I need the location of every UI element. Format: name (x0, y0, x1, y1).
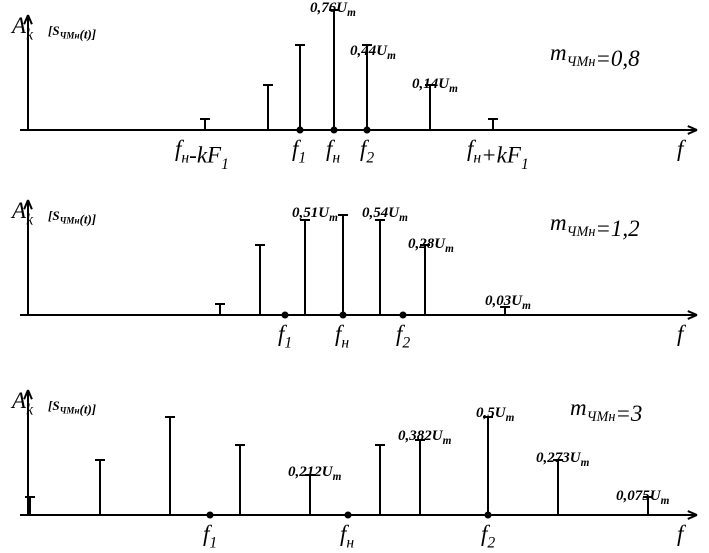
svg-text:f1: f1 (292, 136, 306, 166)
svg-text:mЧМн=0,8: mЧМн=0,8 (550, 40, 640, 71)
svg-text:Ak: Ak (10, 13, 34, 43)
svg-text:mЧМн=3: mЧМн=3 (570, 395, 642, 426)
svg-text:f: f (677, 321, 687, 346)
svg-text:0,382Um: 0,382Um (398, 428, 452, 447)
svg-text:0,28Um: 0,28Um (408, 236, 454, 255)
svg-text:0,273Um: 0,273Um (536, 450, 590, 469)
spectrum-figure: Ak [SЧМн(t)] f mЧМн=0,8 0,44Um 0,76Um 0,14Um fн… (0, 0, 709, 553)
svg-text:f2: f2 (481, 521, 495, 551)
svg-text:Ak: Ak (10, 198, 34, 228)
svg-text:[SЧМн(t)]: [SЧМн(t)] (48, 208, 96, 226)
svg-text:fн+kF1: fн+kF1 (467, 136, 529, 173)
svg-text:f1: f1 (203, 521, 217, 551)
svg-text:f: f (677, 521, 687, 546)
svg-text:0,5Um: 0,5Um (476, 405, 515, 424)
svg-text:f1: f1 (278, 321, 292, 351)
svg-text:0,51Um: 0,51Um (292, 205, 338, 224)
svg-text:0,44Um: 0,44Um (350, 43, 396, 62)
svg-text:Ak: Ak (10, 388, 34, 418)
svg-text:0,54Um: 0,54Um (362, 205, 408, 224)
svg-text:fн: fн (335, 321, 349, 351)
figure-root: Ak [SЧМн(t)] f mЧМн=0,8 0,44Um 0,76Um 0,14Um fн… (0, 0, 709, 553)
svg-text:f2: f2 (360, 136, 374, 166)
svg-text:0,212Um: 0,212Um (288, 464, 342, 483)
svg-text:0,03Um: 0,03Um (485, 293, 531, 312)
svg-text:0,14Um: 0,14Um (412, 76, 458, 95)
svg-text:fн: fн (326, 136, 340, 166)
svg-text:[SЧМн(t)]: [SЧМн(t)] (48, 23, 96, 41)
svg-text:mЧМн=1,2: mЧМн=1,2 (550, 210, 640, 241)
svg-text:f2: f2 (396, 321, 410, 351)
svg-text:0,76Um: 0,76Um (310, 0, 356, 19)
svg-text:f: f (677, 136, 687, 161)
svg-text:fн: fн (340, 521, 354, 551)
svg-text:0,075Um: 0,075Um (616, 488, 670, 507)
svg-text:fн-kF1: fн-kF1 (175, 136, 229, 173)
svg-text:[SЧМн(t)]: [SЧМн(t)] (48, 398, 96, 416)
